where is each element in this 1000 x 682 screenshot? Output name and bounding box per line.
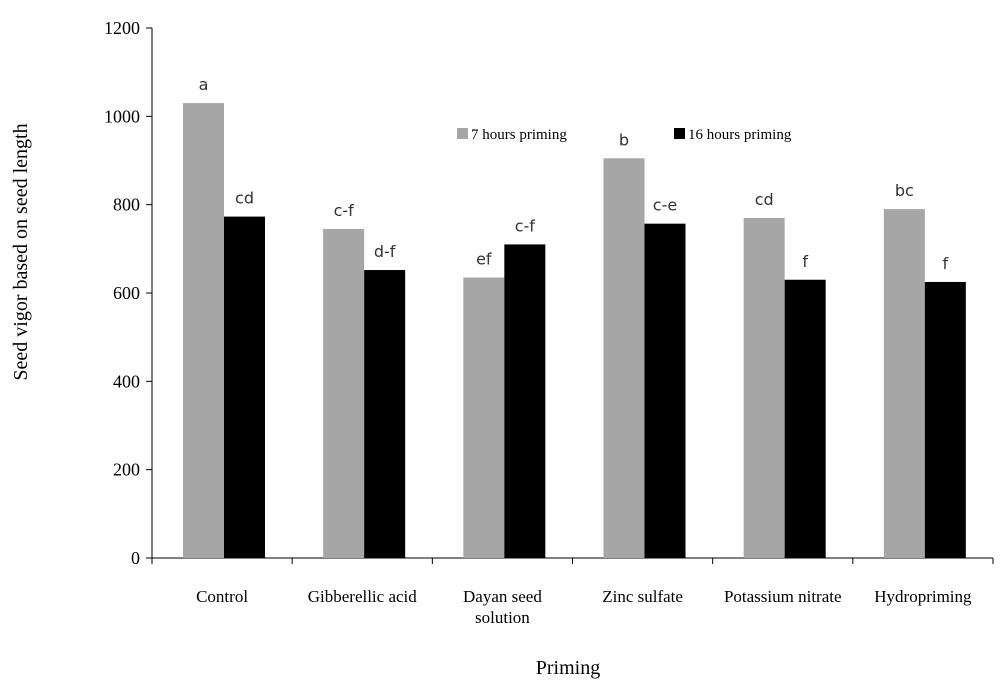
bar-significance-label: cd bbox=[755, 190, 774, 209]
x-category-label: Zinc sulfate bbox=[602, 587, 683, 606]
bar-significance-label: c-f bbox=[515, 216, 536, 235]
bar-7h bbox=[323, 228, 365, 559]
bar-significance-label: a bbox=[199, 75, 209, 94]
x-category-label: Dayan seed bbox=[463, 587, 542, 606]
bar-significance-label: ef bbox=[476, 250, 492, 269]
y-tick-label: 800 bbox=[113, 195, 140, 215]
y-axis: 0 200 400 600 800 1000 1200 bbox=[104, 18, 153, 568]
bar-7h bbox=[463, 277, 505, 558]
x-category-label: Gibberellic acid bbox=[308, 587, 418, 606]
bar-significance-label: c-e bbox=[653, 196, 677, 215]
bar-16h bbox=[224, 216, 265, 558]
legend-swatch bbox=[457, 128, 468, 139]
bar-16h bbox=[504, 244, 546, 558]
bar-significance-label: cd bbox=[235, 189, 254, 208]
legend-swatch bbox=[674, 128, 685, 139]
y-tick-label: 600 bbox=[113, 283, 140, 303]
x-category-label: Hydropriming bbox=[874, 587, 972, 606]
y-tick-label: 1000 bbox=[104, 106, 140, 126]
bar-16h bbox=[924, 281, 966, 558]
y-tick-label: 0 bbox=[131, 548, 140, 568]
x-axis: Control Gibberellic acid Dayan seed solutio… bbox=[151, 557, 994, 627]
legend-label: 16 hours priming bbox=[688, 127, 792, 143]
bars bbox=[183, 103, 966, 559]
bar-16h bbox=[364, 270, 406, 558]
y-axis-title: Seed vigor based on seed length bbox=[10, 123, 32, 380]
x-axis-title: Priming bbox=[536, 657, 600, 679]
legend-label: 7 hours priming bbox=[471, 127, 567, 143]
bar-significance-label: d-f bbox=[374, 242, 396, 261]
bar-significance-label: b bbox=[619, 130, 629, 149]
x-category-label: Potassium nitrate bbox=[724, 587, 842, 606]
x-category-label: solution bbox=[475, 608, 530, 627]
bar-significance-label: bc bbox=[895, 181, 914, 200]
bar-7h bbox=[183, 103, 224, 558]
y-tick-label: 200 bbox=[113, 460, 140, 480]
data-labels: a c-f ef b cd bc cd d-f c-f c-e f f bbox=[199, 75, 949, 273]
y-tick-label: 1200 bbox=[104, 18, 140, 38]
y-tick-label: 400 bbox=[113, 371, 140, 391]
bar-significance-label: f bbox=[943, 254, 949, 273]
bar-significance-label: c-f bbox=[334, 201, 355, 220]
x-category-label: Control bbox=[196, 587, 248, 606]
legend: 7 hours priming 16 hours priming bbox=[457, 127, 792, 143]
bar-significance-label: f bbox=[802, 252, 808, 271]
bar-7h bbox=[603, 158, 645, 558]
bar-16h bbox=[644, 223, 686, 559]
bar-16h bbox=[784, 279, 826, 558]
bar-7h bbox=[743, 217, 785, 558]
bar-7h bbox=[883, 209, 925, 559]
